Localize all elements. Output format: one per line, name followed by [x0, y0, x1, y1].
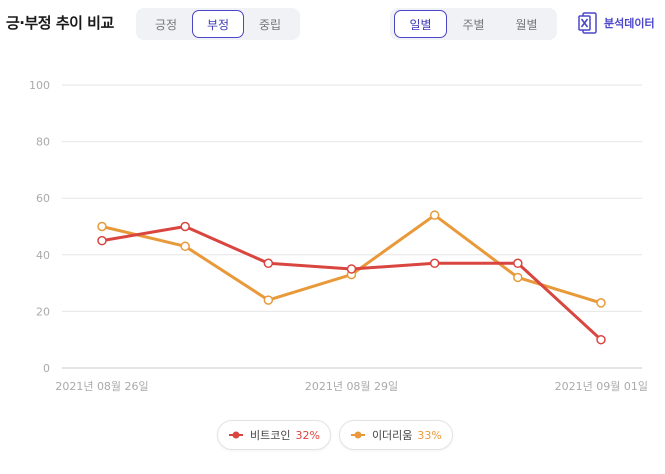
data-point-ethereum[interactable]	[97, 221, 107, 232]
data-point-bitcoin[interactable]	[596, 334, 606, 345]
tab-daily[interactable]: 일별	[394, 10, 448, 38]
y-tick-label: 60	[36, 192, 50, 205]
export-label: 분석데이터	[604, 17, 655, 30]
legend-label-bitcoin: 비트코인	[250, 429, 291, 442]
x-tick-label: 2021년 08월 26일	[55, 379, 148, 393]
data-point-bitcoin[interactable]	[263, 258, 274, 269]
tab-positive[interactable]: 긍정	[154, 17, 178, 32]
tab-monthly[interactable]: 월별	[515, 17, 538, 32]
chart-title: 긍·부정 추이 비교	[6, 14, 114, 32]
period-toggle: 일별 주별 월별	[390, 8, 557, 40]
legend: 비트코인 32% 이더리움 33%	[217, 420, 453, 450]
tab-neutral[interactable]: 중립	[258, 17, 282, 32]
data-point-ethereum[interactable]	[180, 241, 190, 252]
x-tick-label: 2021년 09월 01일	[555, 379, 648, 393]
legend-swatch-ethereum	[350, 431, 365, 439]
legend-label-ethereum: 이더리움	[371, 429, 413, 442]
data-point-bitcoin[interactable]	[97, 235, 107, 246]
sentiment-toggle: 긍정 부정 중립	[136, 8, 300, 40]
data-point-ethereum[interactable]	[596, 298, 606, 308]
legend-item-ethereum[interactable]: 이더리움 33%	[338, 420, 453, 450]
y-tick-label: 20	[36, 305, 50, 318]
y-tick-label: 40	[36, 249, 50, 262]
tab-weekly[interactable]: 주별	[462, 17, 485, 32]
data-point-bitcoin[interactable]	[180, 221, 190, 232]
legend-pct-ethereum: 33%	[417, 428, 442, 442]
y-tick-label: 100	[29, 79, 50, 92]
y-tick-label: 0	[43, 362, 50, 375]
data-point-bitcoin[interactable]	[513, 258, 523, 269]
excel-icon	[578, 12, 597, 34]
tab-negative[interactable]: 부정	[191, 10, 245, 38]
legend-pct-bitcoin: 32%	[295, 428, 320, 442]
y-tick-label: 80	[36, 136, 50, 149]
grid	[62, 84, 642, 369]
series	[97, 210, 606, 345]
data-point-bitcoin[interactable]	[346, 264, 357, 274]
data-point-ethereum[interactable]	[513, 272, 523, 283]
data-point-ethereum[interactable]	[263, 295, 274, 305]
legend-item-bitcoin[interactable]: 비트코인 32%	[217, 420, 331, 450]
data-point-bitcoin[interactable]	[429, 258, 440, 269]
legend-swatch-bitcoin	[229, 431, 243, 439]
x-tick-label: 2021년 08월 29일	[305, 379, 398, 393]
y-axis-ticks: 0 20 40 60 80 100	[29, 79, 50, 375]
data-point-ethereum[interactable]	[429, 210, 440, 220]
x-axis-ticks: 2021년 08월 26일 2021년 08월 29일 2021년 09월 01일	[55, 379, 648, 393]
export-data-button[interactable]: 분석데이터	[578, 12, 655, 34]
